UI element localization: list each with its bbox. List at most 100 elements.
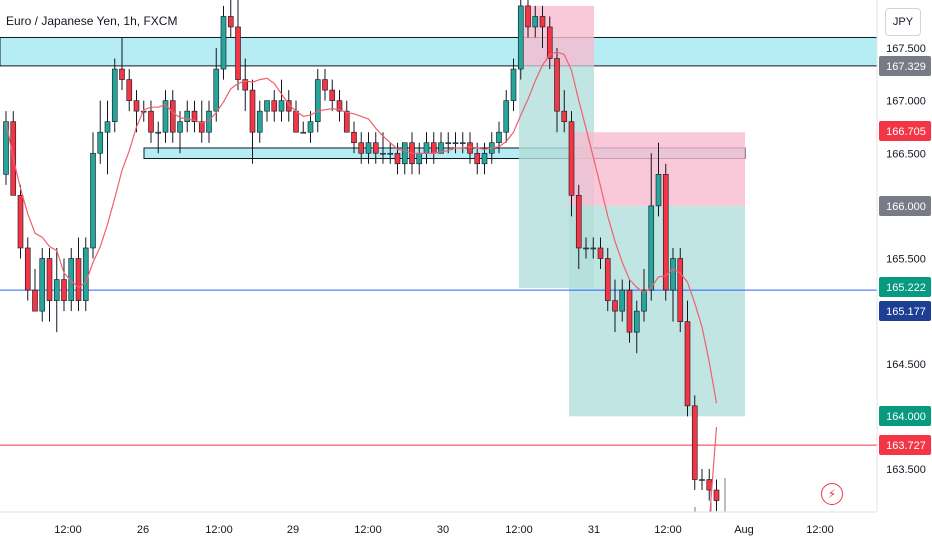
price-tick: 167.500 xyxy=(886,43,926,55)
time-tick: 12:00 xyxy=(806,524,834,536)
candle-body xyxy=(372,142,379,154)
price-label-bg xyxy=(879,56,931,76)
candle-body xyxy=(416,152,423,165)
candle-body xyxy=(532,16,539,28)
candle-body xyxy=(24,247,31,291)
candle-body xyxy=(119,68,125,80)
candle-body xyxy=(148,110,154,133)
price-tick: 166.500 xyxy=(886,148,926,160)
candle-body xyxy=(97,131,104,154)
candle-body xyxy=(235,26,241,80)
candle-body xyxy=(256,110,263,133)
candle-body xyxy=(90,152,96,249)
candle-body xyxy=(336,100,343,112)
candle-body xyxy=(300,131,307,134)
time-tick: 12:00 xyxy=(654,524,682,536)
price-label-bg xyxy=(879,196,931,216)
candle-body xyxy=(162,100,169,133)
candle-body xyxy=(307,121,314,133)
time-tick: 12:00 xyxy=(54,524,82,536)
candle-body xyxy=(314,79,321,122)
moving-average-layer xyxy=(5,51,718,513)
candle-body xyxy=(597,247,604,259)
candle-body xyxy=(293,110,299,133)
time-tick: 30 xyxy=(437,524,449,536)
candle-body xyxy=(430,142,437,154)
price-label: 163.727 xyxy=(886,440,926,452)
candle-body xyxy=(387,152,394,155)
candle-body xyxy=(713,489,720,501)
candle-body xyxy=(481,152,488,165)
candle-body xyxy=(3,121,9,175)
candle-body xyxy=(648,205,655,291)
price-label: 165.177 xyxy=(886,306,926,318)
candle-body xyxy=(438,142,444,154)
candle-body xyxy=(699,479,705,481)
price-tick: 164.500 xyxy=(886,359,926,371)
moving-average-tail xyxy=(709,426,718,513)
price-label-bg xyxy=(879,277,931,297)
candle-body xyxy=(394,152,401,165)
time-tick: 12:00 xyxy=(205,524,233,536)
candle-body xyxy=(191,110,198,122)
price-tick: 163.500 xyxy=(886,464,926,476)
candle-body xyxy=(322,79,328,91)
candle-body xyxy=(554,58,560,112)
candle-body xyxy=(670,258,676,291)
zones-layer xyxy=(0,5,878,417)
zone-resistance xyxy=(0,36,878,67)
horizontal-lines-layer xyxy=(0,289,877,446)
price-label-bg xyxy=(879,435,931,455)
candle-body xyxy=(510,68,517,101)
candles-layer xyxy=(3,0,726,512)
time-tick: 12:00 xyxy=(505,524,533,536)
time-tick: Aug xyxy=(734,524,754,536)
candle-body xyxy=(619,289,626,312)
candle-body xyxy=(633,310,640,333)
candle-body xyxy=(17,195,24,249)
candle-body xyxy=(503,100,510,133)
candle-body xyxy=(380,152,386,155)
candle-body xyxy=(517,5,524,70)
candle-body xyxy=(612,300,618,312)
chart-title: Euro / Japanese Yen, 1h, FXCM xyxy=(6,14,178,28)
candle-body xyxy=(677,258,684,322)
candle-body xyxy=(68,258,75,301)
price-label: 164.000 xyxy=(886,411,926,423)
candle-body xyxy=(525,5,531,28)
candle-body xyxy=(452,142,459,145)
time-axis-bg xyxy=(0,512,932,550)
candle-body xyxy=(684,321,691,407)
candle-body xyxy=(249,89,256,133)
candle-body xyxy=(358,142,365,154)
candle-body xyxy=(539,16,546,28)
price-label: 165.222 xyxy=(886,282,926,294)
candle-body xyxy=(278,100,285,112)
lightning-icon[interactable]: ⚡︎ xyxy=(821,483,843,505)
candle-body xyxy=(604,258,611,301)
candle-body xyxy=(445,142,452,145)
time-tick: 12:00 xyxy=(354,524,382,536)
price-label: 166.705 xyxy=(886,126,926,138)
currency-button[interactable]: JPY xyxy=(885,8,921,36)
candle-body xyxy=(575,195,582,249)
candle-body xyxy=(285,100,292,112)
candle-body xyxy=(655,174,662,207)
candle-body xyxy=(271,100,278,112)
candle-body xyxy=(32,289,38,312)
candle-body xyxy=(184,110,191,122)
candle-body xyxy=(213,68,220,112)
candle-body xyxy=(706,479,713,491)
time-tick: 31 xyxy=(588,524,600,536)
candle-body xyxy=(546,26,553,59)
candle-body xyxy=(133,100,140,112)
price-axis: 167.500167.000166.500166.000165.500165.0… xyxy=(876,0,932,550)
candle-body xyxy=(423,142,430,154)
price-label-bg xyxy=(879,301,931,321)
price-labels-layer: 167.329 166.705 166.000 165.222 165.177 164.0… xyxy=(879,56,931,455)
candle-body xyxy=(61,279,67,301)
candle-body xyxy=(351,131,357,144)
candle-body xyxy=(169,100,176,133)
price-tick: 165.500 xyxy=(886,254,926,266)
